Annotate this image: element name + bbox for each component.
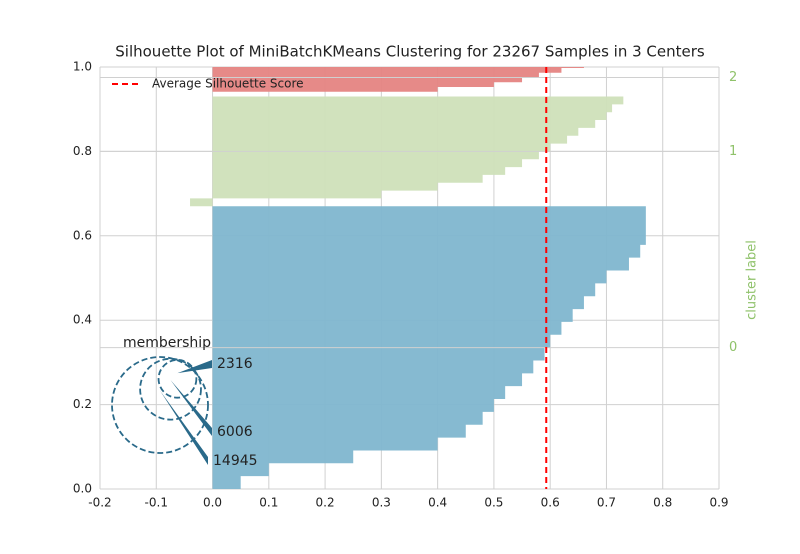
y-tick-label: 0.8 (73, 144, 92, 158)
membership-count: 2316 (217, 356, 253, 372)
membership-count: 14945 (213, 453, 258, 469)
x-tick-label: 0.3 (372, 496, 391, 510)
y2-axis-label: cluster label (745, 240, 760, 320)
x-tick-label: 0.1 (259, 496, 278, 510)
membership-count: 6006 (217, 424, 253, 440)
y2-tick-label: 1 (729, 144, 737, 159)
membership-circle (157, 359, 198, 399)
y-tick-label: 0.4 (73, 313, 92, 327)
y-tick-label: 0.6 (73, 228, 92, 242)
membership-title: membership (123, 335, 211, 351)
x-tick-label: 0.0 (203, 496, 222, 510)
plot-area (190, 67, 646, 489)
x-tick-label: 0.6 (541, 496, 560, 510)
x-tick-label: 0.2 (316, 496, 335, 510)
chart-title: Silhouette Plot of MiniBatchKMeans Clust… (115, 43, 705, 61)
membership-circle (139, 357, 202, 421)
x-tick-label: -0.1 (145, 496, 168, 510)
silhouette-area (212, 67, 584, 97)
x-tick-label: 0.5 (484, 496, 503, 510)
membership-pointer (160, 390, 208, 465)
x-tick-label: 0.8 (653, 496, 672, 510)
membership-circle (111, 356, 209, 454)
y2-tick-label: 0 (729, 340, 737, 355)
membership-pointer (177, 360, 212, 374)
x-tick-label: 0.7 (597, 496, 616, 510)
y2-tick-label: 2 (729, 70, 737, 85)
y-tick-label: 0.0 (73, 482, 92, 496)
y-tick-label: 0.2 (73, 397, 92, 411)
legend-label: Average Silhouette Score (152, 77, 304, 91)
membership-pointer (170, 380, 212, 436)
y-tick-label: 1.0 (73, 60, 92, 74)
x-tick-label: -0.2 (88, 496, 111, 510)
x-tick-label: 0.4 (428, 496, 447, 510)
x-tick-label: 0.9 (709, 496, 728, 510)
